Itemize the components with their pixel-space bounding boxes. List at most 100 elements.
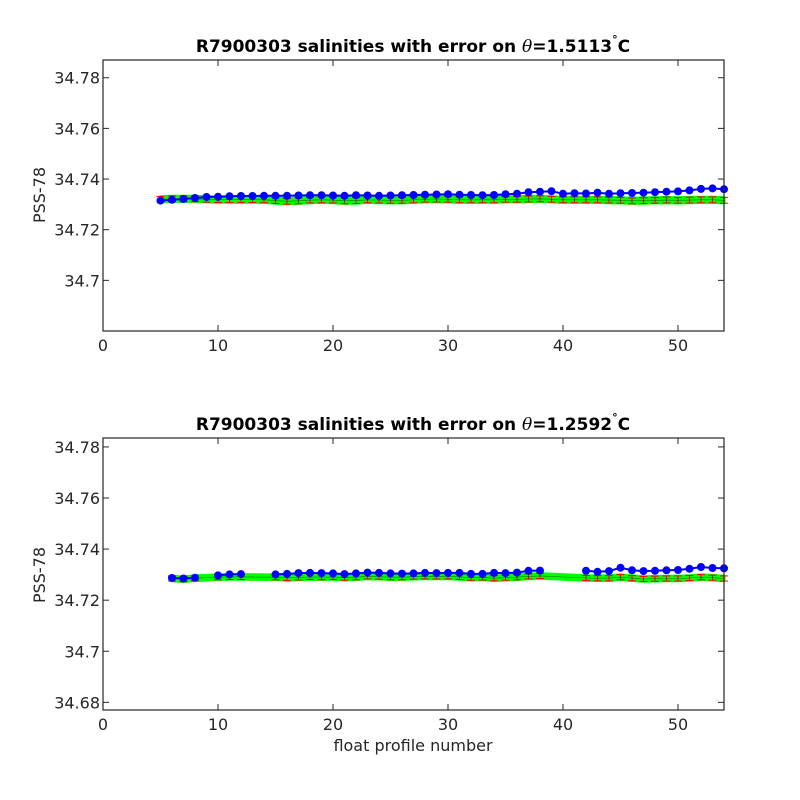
float-salinity-point <box>329 569 337 578</box>
float-salinity-point <box>616 189 625 198</box>
panel-top: R7900303 salinities with error on θ=1.51… <box>30 33 728 355</box>
float-salinity-point <box>639 188 648 197</box>
float-salinity-point <box>340 191 349 200</box>
float-salinity-point <box>409 191 418 199</box>
panel-bottom: R7900303 salinities with error on θ=1.25… <box>30 411 728 755</box>
float-salinity-point <box>386 569 395 578</box>
mapped-salinity-line <box>160 198 725 202</box>
y-tick-label: 34.78 <box>54 438 100 457</box>
float-salinity-point <box>490 191 498 199</box>
float-salinity-point <box>352 191 360 200</box>
float-salinity-point <box>685 186 694 195</box>
x-tick-label: 20 <box>323 715 343 734</box>
float-salinity-point <box>363 568 372 577</box>
float-salinity-point <box>697 184 705 193</box>
float-salinity-point <box>708 184 717 193</box>
y-tick-label: 34.76 <box>54 489 100 508</box>
x-tick-label: 10 <box>208 336 228 355</box>
float-salinity-point <box>605 567 613 576</box>
float-salinity-point <box>271 191 280 200</box>
float-salinity-point <box>398 569 406 578</box>
float-salinity-point <box>616 563 625 572</box>
float-salinity-point <box>697 563 705 571</box>
float-salinity-point <box>536 566 544 575</box>
x-tick-label: 20 <box>323 336 343 355</box>
float-salinity-point <box>225 570 234 579</box>
float-salinity-point <box>501 190 510 199</box>
float-salinity-point <box>375 568 383 577</box>
float-salinity-point <box>593 567 602 576</box>
float-salinity-point <box>628 566 636 575</box>
float-salinity-point <box>605 189 613 198</box>
float-salinity-point <box>179 574 188 583</box>
axes-box <box>102 437 725 711</box>
float-salinity-point <box>375 191 383 200</box>
float-salinity-point <box>582 189 590 198</box>
float-salinity-point <box>237 192 245 200</box>
float-salinity-point <box>444 190 452 199</box>
float-salinity-point <box>248 192 257 200</box>
float-salinity-point <box>271 570 280 579</box>
y-axis-label-top: PSS-78 <box>30 167 49 223</box>
float-salinity-point <box>478 569 487 578</box>
float-salinity-point <box>536 187 544 196</box>
float-salinity-point <box>363 191 372 200</box>
float-salinity-point <box>467 569 475 578</box>
float-salinity-point <box>179 195 188 203</box>
float-salinity-point <box>455 568 464 577</box>
y-tick-label: 34.78 <box>54 69 100 88</box>
float-salinity-point <box>478 191 487 200</box>
x-tick-label: 50 <box>668 336 688 355</box>
x-tick-label: 0 <box>98 715 108 734</box>
float-salinity-point <box>674 566 682 574</box>
y-tick-label: 34.7 <box>64 642 100 661</box>
float-salinity-point <box>225 192 234 201</box>
float-salinity-point <box>593 188 602 197</box>
x-tick-label: 10 <box>208 715 228 734</box>
float-salinity-point <box>398 191 406 200</box>
float-salinity-point <box>455 190 464 199</box>
x-axis-label-bottom: float profile number <box>333 736 493 755</box>
float-salinity-point <box>467 191 475 199</box>
float-salinity-point <box>432 569 441 578</box>
axes-box <box>102 59 725 332</box>
float-salinity-point <box>340 570 349 579</box>
float-salinity-point <box>294 191 303 200</box>
float-salinity-point <box>708 564 717 572</box>
x-tick-label: 30 <box>438 715 458 734</box>
chart-title-bottom: R7900303 salinities with error on θ=1.25… <box>196 411 630 435</box>
float-salinity-point <box>547 187 556 196</box>
float-salinity-point <box>214 571 222 580</box>
float-salinity-point <box>283 569 291 578</box>
float-salinity-point <box>317 191 326 200</box>
float-salinity-point <box>237 570 245 579</box>
float-salinity-point <box>651 566 659 575</box>
y-tick-label: 34.7 <box>64 271 100 290</box>
mapped-error-band <box>159 194 726 206</box>
y-tick-label: 34.68 <box>54 693 100 712</box>
y-tick-label: 34.72 <box>54 221 100 240</box>
y-tick-label: 34.74 <box>54 540 100 559</box>
float-salinity-point <box>513 568 521 577</box>
float-salinity-point <box>524 566 533 575</box>
float-salinity-point <box>513 189 521 198</box>
float-salinity-point <box>662 187 671 196</box>
float-salinity-point <box>260 191 268 200</box>
float-salinity-point <box>490 568 498 577</box>
x-tick-label: 0 <box>98 336 108 355</box>
float-salinity-point <box>214 192 222 201</box>
float-salinity-point <box>651 188 659 197</box>
float-salinity-point <box>444 568 452 577</box>
y-axis-label-bottom: PSS-78 <box>30 547 49 603</box>
float-salinity-point <box>294 569 303 578</box>
float-salinity-point <box>352 569 360 578</box>
float-salinity-point <box>191 573 199 582</box>
float-salinity-point <box>559 189 567 198</box>
x-tick-label: 50 <box>668 715 688 734</box>
float-salinity-point <box>283 191 291 200</box>
float-salinity-point <box>685 564 694 573</box>
float-salinity-point <box>421 190 429 199</box>
float-salinity-point <box>524 188 533 197</box>
x-tick-label: 30 <box>438 336 458 355</box>
